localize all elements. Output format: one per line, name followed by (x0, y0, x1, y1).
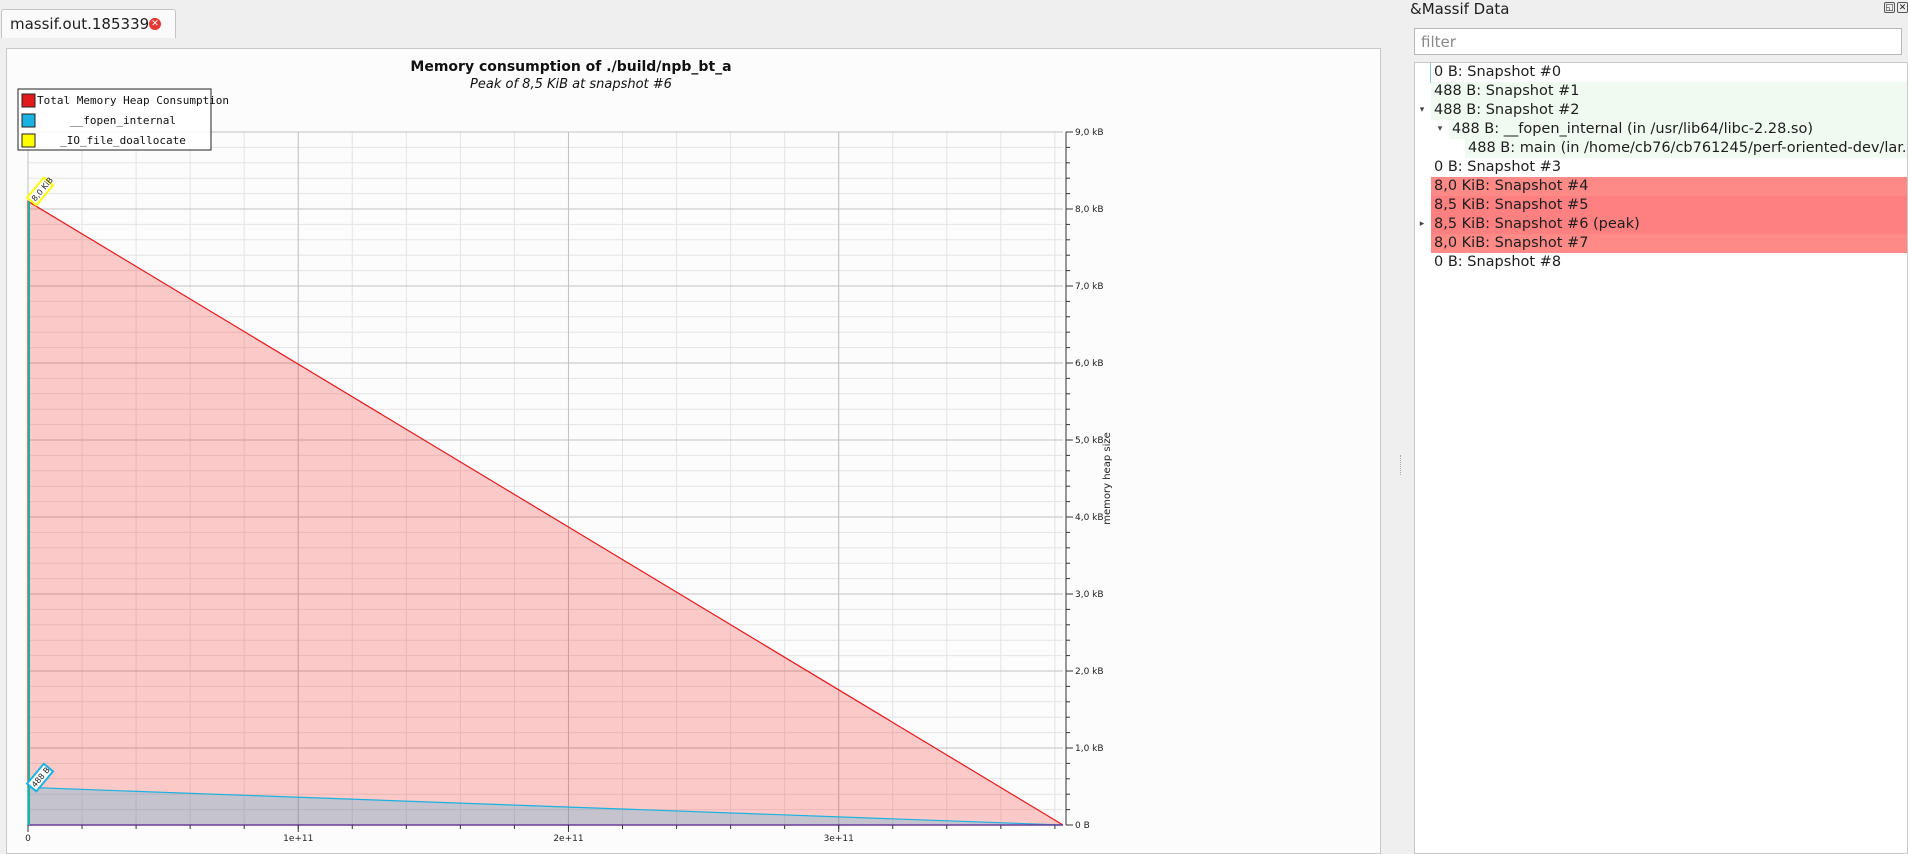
y-tick-label: 3,0 kB (1075, 590, 1104, 600)
snapshot-tree[interactable]: 0 B: Snapshot #0 488 B: Snapshot #1 ▾ 488 B… (1414, 62, 1908, 854)
tree-row-label: 488 B: __fopen_internal (in /usr/lib64/l… (1449, 120, 1907, 139)
tree-row[interactable]: ▾ 488 B: __fopen_internal (in /usr/lib64/… (1415, 120, 1907, 139)
tree-row[interactable]: 488 B: Snapshot #1 (1415, 82, 1907, 101)
legend-label: _IO_file_doallocate (60, 134, 186, 147)
expand-arrow-icon[interactable]: ▾ (1437, 124, 1443, 134)
close-icon[interactable]: ✕ (149, 18, 161, 30)
peak-tag-total: 8,0 KiB (25, 176, 55, 207)
chart-panel: Memory consumption of ./build/npb_bt_a Pe… (6, 48, 1381, 854)
memory-chart: Memory consumption of ./build/npb_bt_a Pe… (17, 59, 1113, 844)
legend-swatch (21, 93, 36, 108)
tree-row[interactable]: 8,0 KiB: Snapshot #7 (1415, 234, 1907, 253)
y-tick-label: 5,0 kB (1075, 436, 1104, 446)
tree-row-label: 8,5 KiB: Snapshot #6 (peak) (1431, 215, 1907, 234)
tree-row-label: 0 B: Snapshot #0 (1430, 63, 1907, 83)
x-tick-label: 1e+11 (283, 834, 313, 844)
y-tick-label: 6,0 kB (1075, 359, 1104, 369)
tree-row-label: 8,5 KiB: Snapshot #5 (1431, 196, 1907, 215)
tree-row-label: 8,0 KiB: Snapshot #4 (1431, 177, 1907, 196)
legend-label: __fopen_internal (70, 114, 176, 127)
y-tick-label: 0 B (1075, 821, 1090, 831)
x-tick-label: 0 (25, 834, 31, 844)
tree-row[interactable]: 0 B: Snapshot #0 (1415, 63, 1907, 83)
tree-row[interactable]: ▾ 488 B: Snapshot #2 (1415, 101, 1907, 120)
tab-bar: massif.out.1853396 ✕ (0, 0, 1400, 38)
legend-swatch (21, 113, 36, 128)
x-tick-label: 3e+11 (824, 834, 854, 844)
tree-row-label: 0 B: Snapshot #8 (1431, 253, 1907, 272)
tree-row-label: 488 B: main (in /home/cb76/cb761245/perf… (1465, 139, 1907, 158)
tree-row[interactable]: 0 B: Snapshot #8 (1415, 253, 1907, 272)
close-icon[interactable]: ✕ (1897, 2, 1908, 13)
tree-row-label: 0 B: Snapshot #3 (1431, 158, 1907, 177)
x-tick-label: 2e+11 (553, 834, 583, 844)
chart-subtitle: Peak of 8,5 KiB at snapshot #6 (470, 77, 672, 92)
y-tick-label: 2,0 kB (1075, 667, 1104, 677)
tab-massif-file[interactable]: massif.out.1853396 ✕ (1, 9, 176, 38)
splitter-handle[interactable] (1400, 455, 1404, 475)
tree-row-label: 488 B: Snapshot #1 (1431, 82, 1907, 101)
chart-title: Memory consumption of ./build/npb_bt_a (410, 59, 731, 75)
y-tick-label: 7,0 kB (1075, 282, 1104, 292)
tab-title: massif.out.1853396 (10, 15, 159, 33)
tree-row-label: 488 B: Snapshot #2 (1431, 101, 1907, 120)
expand-arrow-icon[interactable]: ▾ (1419, 105, 1425, 115)
tree-row[interactable]: 8,5 KiB: Snapshot #5 (1415, 196, 1907, 215)
legend-swatch (21, 133, 36, 148)
collapse-arrow-icon[interactable]: ▸ (1419, 219, 1425, 229)
tree-row-label: 8,0 KiB: Snapshot #7 (1431, 234, 1907, 253)
float-icon[interactable]: ◱ (1884, 2, 1895, 13)
tree-row[interactable]: 0 B: Snapshot #3 (1415, 158, 1907, 177)
y-tick-label: 9,0 kB (1075, 128, 1104, 138)
y-axis-label: memory heap size (1102, 432, 1113, 525)
legend-label: Total Memory Heap Consumption (37, 94, 229, 107)
tree-row[interactable]: ▸ 8,5 KiB: Snapshot #6 (peak) (1415, 215, 1907, 234)
tree-row[interactable]: 8,0 KiB: Snapshot #4 (1415, 177, 1907, 196)
y-tick-label: 4,0 kB (1075, 513, 1104, 523)
peak-tag-fopen-box (25, 762, 55, 793)
dock-title: &Massif Data (1410, 0, 1510, 18)
peak-tag-total-box (25, 176, 55, 207)
filter-input[interactable] (1414, 28, 1902, 55)
y-tick-label: 1,0 kB (1075, 744, 1104, 754)
y-tick-label: 8,0 kB (1075, 205, 1104, 215)
tree-row[interactable]: 488 B: main (in /home/cb76/cb761245/perf… (1415, 139, 1907, 158)
chart-legend (17, 88, 212, 151)
